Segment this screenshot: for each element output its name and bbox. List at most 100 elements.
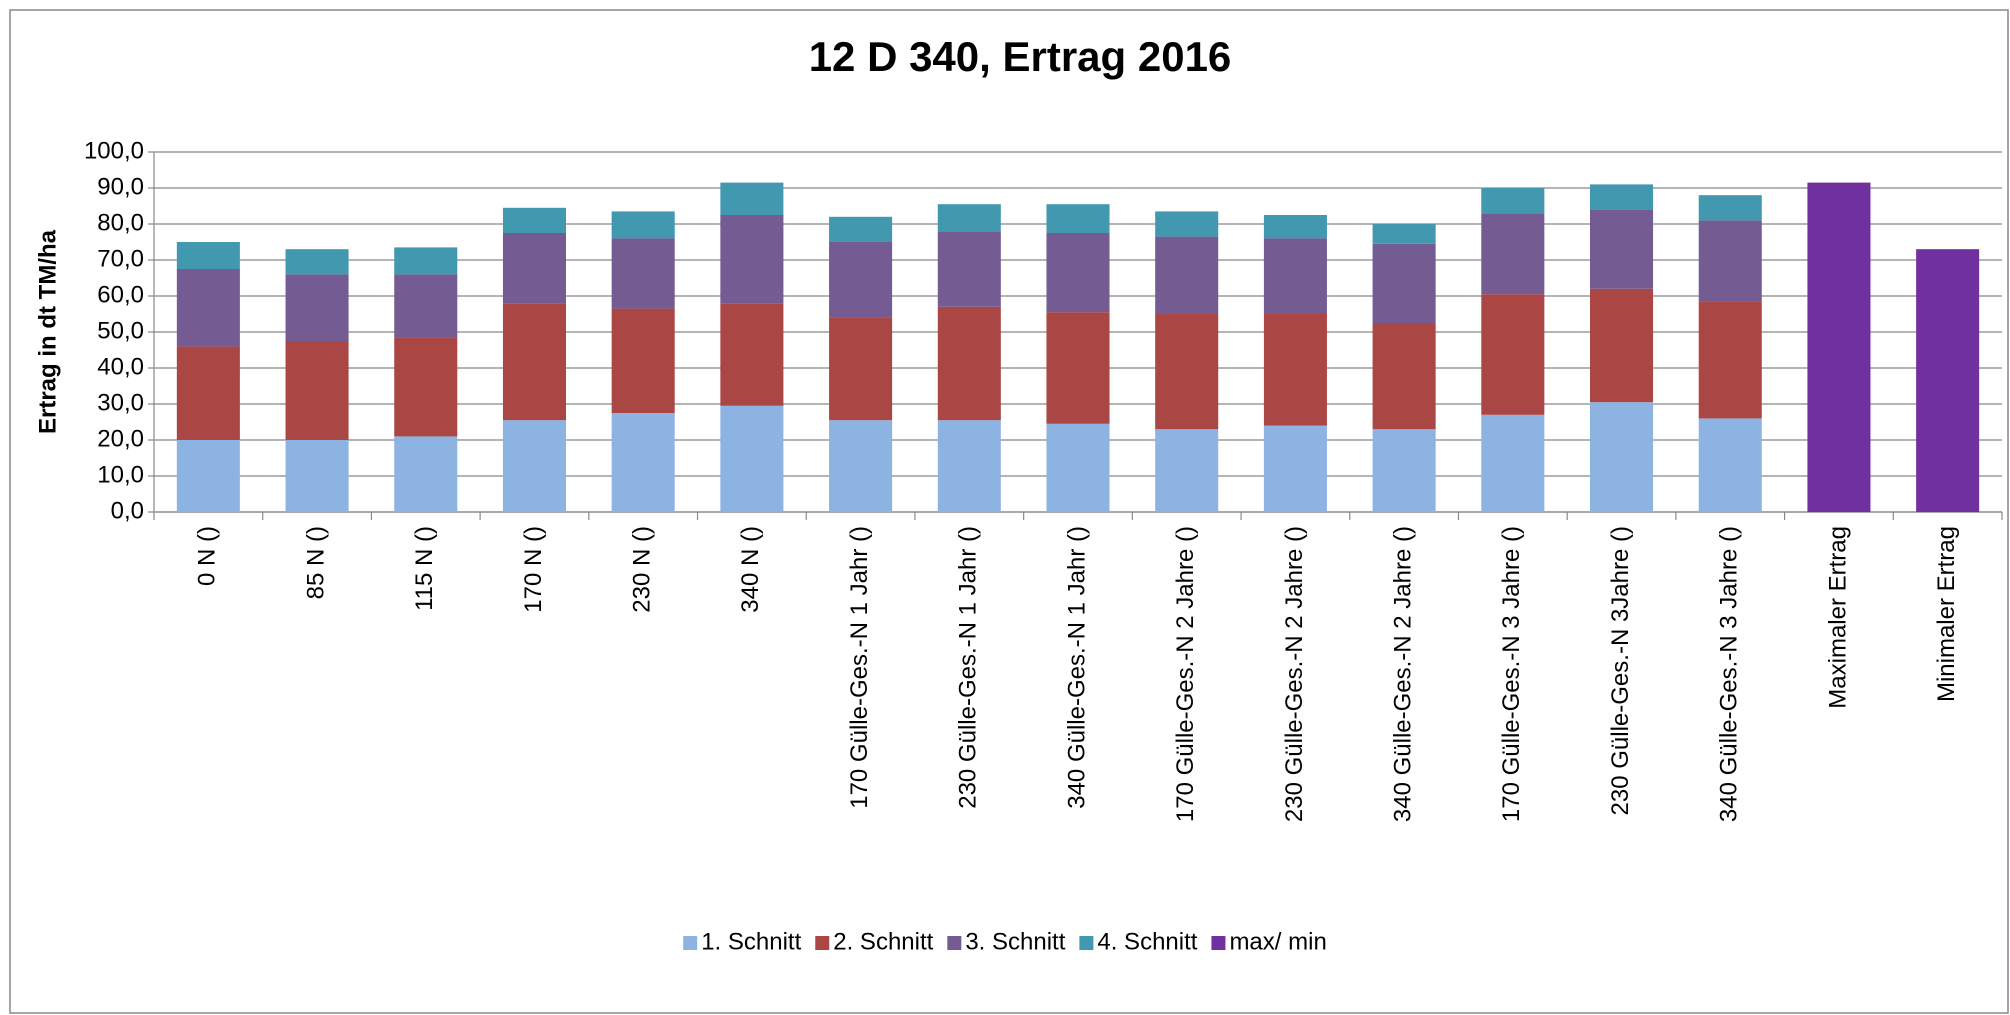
x-tick-label: 340 N () [737,526,764,613]
bar-segment [937,231,1001,307]
bar-segment [1481,188,1545,214]
legend-label: 4. Schnitt [1097,928,1197,955]
y-tick-label: 100,0 [84,137,144,164]
y-tick-label: 60,0 [97,281,144,308]
bar-segment [829,317,893,421]
y-tick-label: 70,0 [97,245,144,272]
bar-segment [829,242,893,318]
x-tick-label: 170 Gülle-Ges.-N 2 Jahre () [1172,526,1199,822]
x-tick-label: 230 Gülle-Ges.-N 1 Jahr () [955,526,982,809]
y-tick-label: 20,0 [97,425,144,452]
bar-segment [1590,288,1654,403]
bar-segment [1046,233,1110,313]
bar-segment [937,306,1001,421]
bar-segment [1372,429,1436,512]
y-tick-label: 80,0 [97,209,144,236]
bar-segment [1155,211,1219,237]
legend-label: 1. Schnitt [701,928,801,955]
bar-segment [285,440,349,512]
x-tick-label: 115 N () [411,526,438,611]
x-tick-label: 340 Gülle-Ges.-N 3 Jahre () [1716,526,1743,822]
legend-label: 3. Schnitt [965,928,1065,955]
bar-segment [394,274,458,338]
bar-segment [1590,184,1654,210]
bar-segment [502,303,566,421]
bar-segment [394,337,458,437]
y-tick-label: 50,0 [97,317,144,344]
legend-swatch [947,936,962,950]
x-tick-label: 230 Gülle-Ges.-N 2 Jahre () [1281,526,1308,822]
bar-segment [1263,215,1327,239]
bar-segment [1046,423,1110,512]
y-tick-label: 40,0 [97,353,144,380]
bar-segment [176,269,240,347]
bar-segment [1372,323,1436,430]
chart-title: 12 D 340, Ertrag 2016 [809,33,1232,80]
bar-segment [1698,220,1762,302]
bar-segment [502,207,566,233]
bar-segment [502,420,566,512]
bar-segment [829,420,893,512]
bar-segment [720,405,784,512]
legend-label: 2. Schnitt [833,928,933,955]
x-tick-label: 230 N () [629,526,656,613]
bar-segment [829,216,893,242]
y-tick-label: 30,0 [97,389,144,416]
bar-segment [1263,238,1327,314]
bar-segment [1698,418,1762,512]
bar-segment [611,413,675,512]
bar-segment [1481,213,1545,295]
bar-segment [176,346,240,440]
bar-segment [1263,314,1327,426]
bar-segment [611,238,675,309]
bar-segment [1481,294,1545,415]
bar-segment [1155,314,1219,430]
x-tick-label: 170 Gülle-Ges.-N 3 Jahre () [1498,526,1525,822]
x-tick-label: 170 N () [520,526,547,613]
bar-segment [1481,414,1545,512]
y-tick-label: 10,0 [97,461,144,488]
bar-segment [611,308,675,413]
bar-segment [1155,236,1219,314]
y-tick-label: 90,0 [97,173,144,200]
x-tick-label: 340 Gülle-Ges.-N 2 Jahre () [1389,526,1416,822]
bar-segment [1263,425,1327,512]
y-tick-label: 0,0 [111,497,144,524]
bar-segment [1698,301,1762,419]
bar-segment [285,341,349,440]
bar-segment [1807,182,1871,512]
legend-swatch [1079,936,1094,950]
bar-segment [611,211,675,239]
bar-segment [720,182,784,215]
bar-segment [285,274,349,341]
x-tick-label: 170 Gülle-Ges.-N 1 Jahr () [846,526,873,809]
bar-segment [1590,402,1654,512]
x-tick-label: 0 N () [194,526,221,586]
legend-swatch [1211,936,1226,950]
bar-segment [1155,429,1219,512]
legend-swatch [815,936,830,950]
bar-segment [285,249,349,275]
bar-segment [1372,224,1436,244]
bar-segment [1916,249,1980,512]
legend-swatch [683,936,698,950]
legend-label: max/ min [1229,928,1326,955]
bar-segment [937,420,1001,512]
bar-segment [1698,195,1762,221]
x-tick-label: 340 Gülle-Ges.-N 1 Jahr () [1063,526,1090,809]
bar-segment [720,215,784,304]
bar-segment [176,440,240,512]
x-tick-label: Minimaler Ertrag [1933,526,1960,702]
x-tick-label: 230 Gülle-Ges.-N 3Jahre () [1607,526,1634,815]
bar-segment [937,204,1001,232]
bar-segment [394,247,458,275]
bar-segment [502,233,566,304]
bar-segment [1590,209,1654,289]
x-tick-label: Maximaler Ertrag [1824,526,1851,709]
bar-segment [1372,243,1436,323]
y-axis-label: Ertrag in dt TM/ha [34,229,61,434]
bar-segment [1046,204,1110,233]
bar-segment [394,436,458,512]
bar-segment [1046,312,1110,424]
